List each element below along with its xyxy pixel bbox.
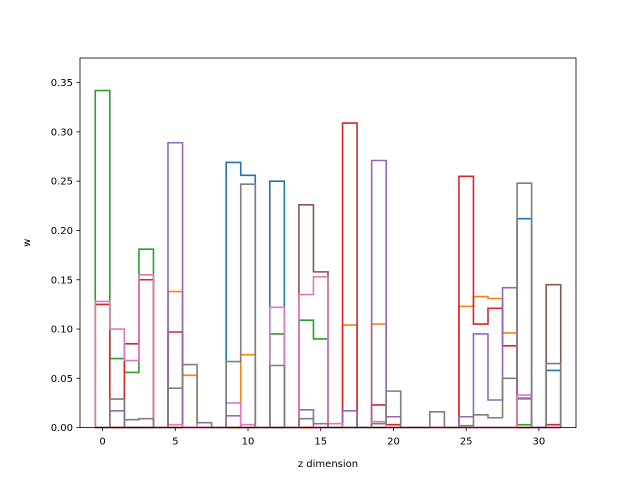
- y-axis: 0.00 0.05 0.10 0.15 0.20 0.25 0.30 0.35: [51, 78, 80, 434]
- y-tick-label: 0.30: [51, 127, 73, 138]
- x-tick-label: 10: [242, 437, 255, 448]
- y-tick-label: 0.25: [51, 177, 73, 188]
- x-axis-label: z dimension: [298, 459, 358, 470]
- x-tick-label: 15: [314, 437, 327, 448]
- x-tick-label: 20: [387, 437, 400, 448]
- x-tick-label: 30: [533, 437, 546, 448]
- y-tick-label: 0.15: [51, 275, 73, 286]
- x-tick-label: 5: [172, 437, 178, 448]
- x-tick-label: 25: [460, 437, 473, 448]
- y-tick-label: 0.05: [51, 374, 73, 385]
- y-tick-label: 0.10: [51, 325, 73, 336]
- plot-frame: [79, 57, 577, 429]
- y-tick-label: 0.20: [51, 226, 73, 237]
- y-axis-label: w: [22, 239, 33, 247]
- y-tick-label: 0.35: [51, 78, 73, 89]
- x-axis: 0 5 10 15 20 25 30: [99, 427, 546, 448]
- x-tick-label: 0: [99, 437, 105, 448]
- series-5-step-line: [95, 141, 561, 429]
- series-8-step-line: [95, 182, 562, 429]
- y-tick-label: 0.00: [51, 423, 73, 434]
